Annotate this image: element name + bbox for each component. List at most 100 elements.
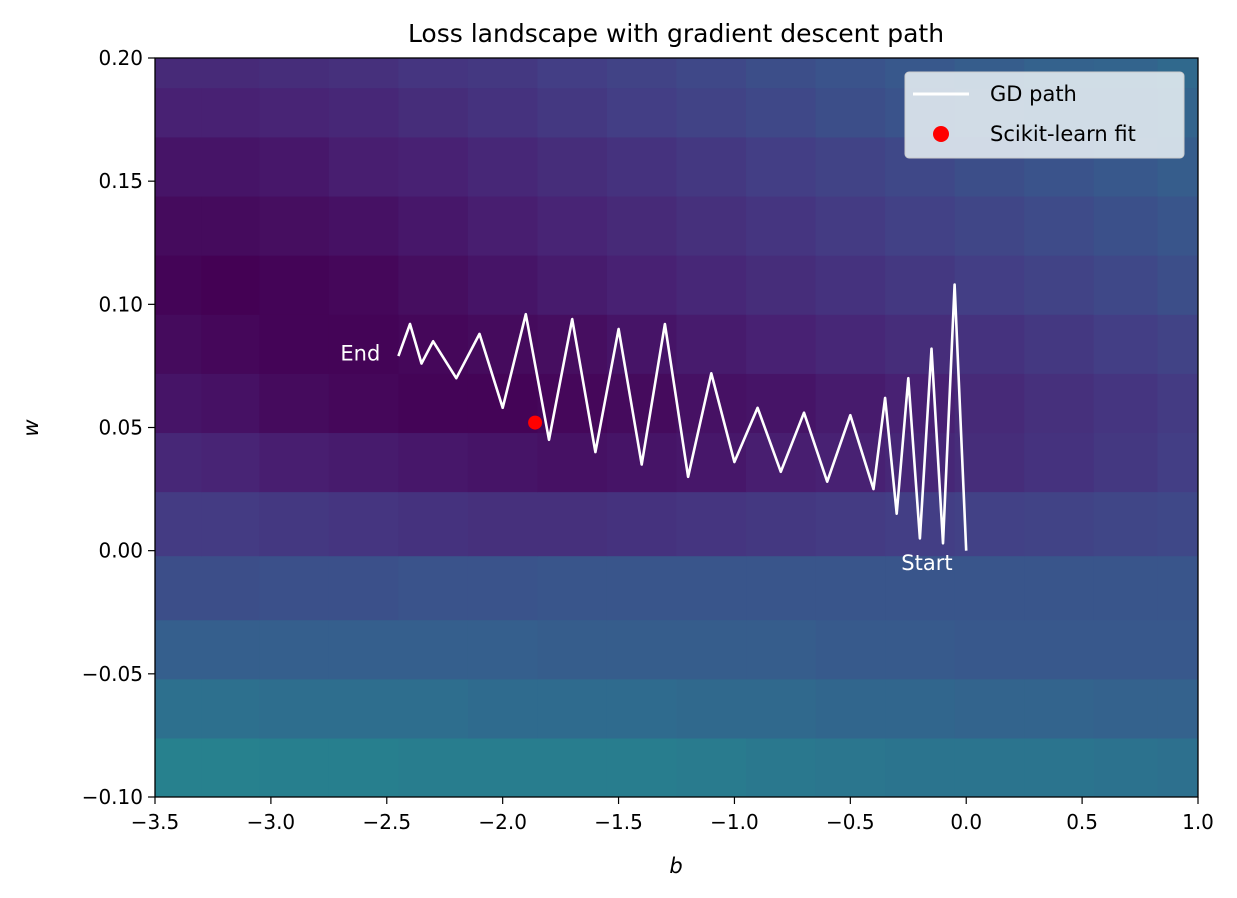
heatmap-cell <box>1024 491 1095 557</box>
heatmap-cell <box>328 314 399 374</box>
heatmap-cell <box>1024 373 1095 434</box>
y-axis-ticks: −0.10 −0.05 0.00 0.05 0.10 0.15 0.20 <box>82 46 155 809</box>
heatmap-cell <box>398 373 469 434</box>
heatmap-cell <box>1157 555 1198 621</box>
heatmap-cell <box>328 737 399 797</box>
heatmap-cell <box>746 136 817 197</box>
heatmap-cell <box>201 432 260 493</box>
heatmap-cell <box>259 373 330 434</box>
heatmap-cell <box>467 58 539 89</box>
heatmap-cell <box>606 314 678 374</box>
heatmap-cell <box>606 373 678 434</box>
heatmap-cell <box>676 87 747 138</box>
x-axis-title: b <box>669 854 682 878</box>
heatmap-cell <box>537 58 608 89</box>
heatmap-cell <box>1093 373 1159 434</box>
heatmap-cell <box>201 58 260 89</box>
heatmap-cell <box>815 255 886 315</box>
heatmap-cell <box>954 619 1025 680</box>
heatmap-cell <box>398 555 469 621</box>
heatmap-cell <box>155 373 202 434</box>
heatmap-cell <box>467 678 539 739</box>
heatmap-cell <box>606 87 678 138</box>
annotation-layer: Start End <box>340 342 952 575</box>
heatmap-cell <box>201 678 260 739</box>
y-tick-label: 0.15 <box>98 169 143 193</box>
heatmap-cell <box>1157 678 1198 739</box>
heatmap-cell <box>1157 195 1198 256</box>
heatmap-cell <box>815 58 886 89</box>
x-tick-label: −0.5 <box>826 810 875 834</box>
heatmap-cell <box>328 619 399 680</box>
heatmap-cell <box>746 195 817 256</box>
heatmap-cell <box>259 491 330 557</box>
heatmap-cell <box>201 314 260 374</box>
heatmap-cell <box>155 255 202 315</box>
heatmap-cell <box>1024 432 1095 493</box>
heatmap-cell <box>398 619 469 680</box>
x-tick-label: −1.0 <box>710 810 759 834</box>
heatmap-cell <box>746 619 817 680</box>
heatmap-cell <box>398 195 469 256</box>
heatmap-cell <box>815 87 886 138</box>
heatmap-cell <box>954 555 1025 621</box>
heatmap-cell <box>328 195 399 256</box>
heatmap-cell <box>467 555 539 621</box>
heatmap-cell <box>201 619 260 680</box>
heatmap-cell <box>155 195 202 256</box>
chart-title: Loss landscape with gradient descent pat… <box>408 19 944 48</box>
heatmap-cell <box>328 136 399 197</box>
y-tick-label: 0.20 <box>98 46 143 70</box>
sklearn-fit-layer <box>528 415 543 430</box>
heatmap-cell <box>815 555 886 621</box>
heatmap-cell <box>1093 555 1159 621</box>
heatmap-cell <box>1024 619 1095 680</box>
heatmap-cell <box>885 255 956 315</box>
heatmap-cell <box>328 678 399 739</box>
heatmap-cell <box>259 195 330 256</box>
heatmap-cell <box>746 87 817 138</box>
heatmap-cell <box>746 678 817 739</box>
heatmap-cell <box>815 195 886 256</box>
heatmap-cell <box>746 373 817 434</box>
heatmap-cell <box>815 136 886 197</box>
legend-label-gd-path: GD path <box>990 82 1077 106</box>
heatmap-cell <box>328 58 399 89</box>
heatmap-cell <box>746 555 817 621</box>
x-tick-label: 0.0 <box>950 810 982 834</box>
heatmap-cell <box>815 737 886 797</box>
heatmap-cell <box>606 737 678 797</box>
heatmap-cell <box>259 87 330 138</box>
heatmap-cell <box>201 87 260 138</box>
heatmap-cell <box>155 619 202 680</box>
annotation-end: End <box>340 342 380 366</box>
heatmap-cell <box>746 314 817 374</box>
heatmap-cell <box>815 491 886 557</box>
y-tick-label: 0.05 <box>98 416 143 440</box>
heatmap-cell <box>201 195 260 256</box>
heatmap-cell <box>676 373 747 434</box>
heatmap-cell <box>398 432 469 493</box>
heatmap-cell <box>537 195 608 256</box>
heatmap-cell <box>467 255 539 315</box>
heatmap-cell <box>537 373 608 434</box>
heatmap-cell <box>1157 619 1198 680</box>
y-tick-label: −0.05 <box>82 662 143 686</box>
heatmap-cell <box>606 678 678 739</box>
heatmap-cell <box>201 491 260 557</box>
heatmap-cell <box>606 58 678 89</box>
heatmap-cell <box>398 58 469 89</box>
heatmap-cell <box>398 678 469 739</box>
heatmap-cell <box>676 678 747 739</box>
heatmap-cell <box>676 737 747 797</box>
heatmap-cell <box>885 619 956 680</box>
heatmap-cell <box>1024 255 1095 315</box>
heatmap-cell <box>537 255 608 315</box>
heatmap-cell <box>1157 432 1198 493</box>
heatmap-cell <box>155 136 202 197</box>
heatmap-cell <box>606 136 678 197</box>
heatmap-cell <box>746 255 817 315</box>
y-tick-label: −0.10 <box>82 785 143 809</box>
heatmap-cell <box>537 555 608 621</box>
gd-path-line <box>397 283 968 551</box>
